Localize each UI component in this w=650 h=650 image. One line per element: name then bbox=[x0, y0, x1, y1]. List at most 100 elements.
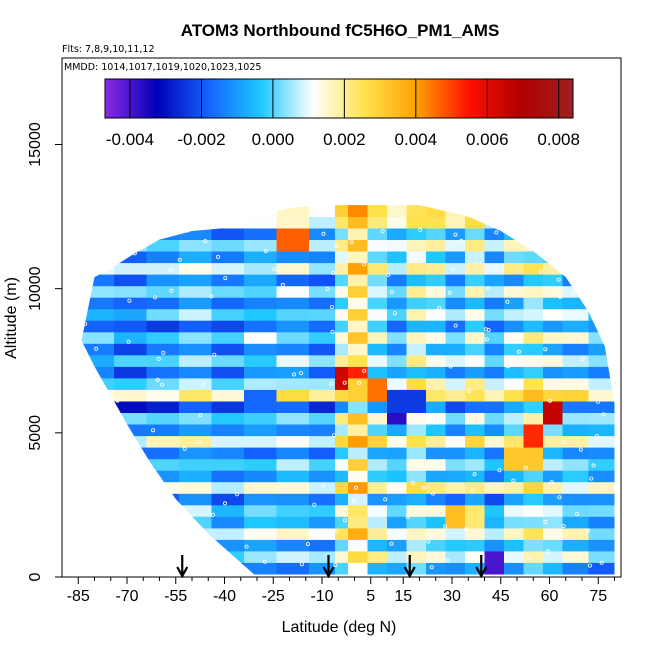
heatmap-cell bbox=[504, 435, 525, 448]
heatmap-cell bbox=[387, 251, 408, 264]
heatmap-cell bbox=[309, 458, 336, 471]
sample-point bbox=[505, 299, 510, 304]
heatmap-cell bbox=[504, 262, 525, 275]
heatmap-cell bbox=[211, 424, 245, 437]
heatmap-cell bbox=[504, 251, 525, 264]
x-tick-label: 75 bbox=[589, 588, 607, 605]
sample-point bbox=[546, 549, 551, 554]
heatmap-cell bbox=[114, 378, 148, 390]
sample-point bbox=[209, 294, 214, 299]
heatmap-cell bbox=[484, 458, 505, 471]
heatmap-cell bbox=[276, 239, 310, 252]
heatmap-cell bbox=[348, 481, 369, 494]
heatmap-cell bbox=[244, 447, 278, 460]
heatmap-cell bbox=[244, 424, 278, 437]
heatmap-cell bbox=[179, 366, 213, 379]
heatmap-cell bbox=[387, 401, 408, 413]
heatmap-cell bbox=[504, 274, 525, 287]
heatmap-cell bbox=[309, 504, 336, 517]
heatmap-cell bbox=[562, 539, 590, 552]
heatmap-cell bbox=[211, 401, 245, 413]
heatmap-cell bbox=[484, 539, 505, 552]
heatmap-cell bbox=[562, 435, 590, 448]
heatmap-cell bbox=[543, 274, 564, 287]
heatmap-cell bbox=[335, 343, 349, 356]
heatmap-cell bbox=[309, 528, 336, 540]
heatmap-cell bbox=[387, 389, 408, 402]
sample-point bbox=[561, 440, 566, 445]
heatmap-cell bbox=[562, 320, 590, 333]
heatmap-cell bbox=[367, 481, 388, 494]
heatmap-cell bbox=[406, 366, 427, 379]
heatmap-cell bbox=[179, 297, 213, 310]
heatmap-cell bbox=[367, 424, 388, 437]
sample-point bbox=[153, 295, 158, 300]
heatmap-cell bbox=[445, 216, 466, 229]
sample-point bbox=[386, 272, 391, 277]
colorbar-tick-label: 0.008 bbox=[537, 130, 580, 149]
heatmap-cell bbox=[387, 228, 408, 240]
sample-point bbox=[334, 243, 339, 248]
colorbar-ticks: -0.004 -0.002 0.000 0.002 0.004 0.006 0.008 bbox=[106, 79, 580, 149]
sample-point bbox=[410, 480, 415, 485]
heatmap-cell bbox=[504, 378, 525, 390]
heatmap-cell bbox=[445, 458, 466, 471]
heatmap-cell bbox=[335, 551, 349, 563]
heatmap-cell bbox=[406, 262, 427, 275]
heatmap-cell bbox=[406, 308, 427, 321]
heatmap-cell bbox=[588, 481, 615, 494]
sample-point bbox=[599, 560, 604, 565]
heatmap-cell bbox=[179, 343, 213, 356]
heatmap-cell bbox=[348, 412, 369, 425]
heatmap-cell bbox=[484, 504, 505, 517]
y-tick-label: 15000 bbox=[27, 122, 44, 167]
heatmap-cell bbox=[367, 216, 388, 229]
heatmap-cell bbox=[335, 412, 349, 425]
heatmap-cell bbox=[426, 516, 447, 529]
heatmap-cell bbox=[335, 539, 349, 552]
heatmap-cell bbox=[367, 504, 388, 517]
heatmap-cell bbox=[484, 308, 505, 321]
heatmap-cell bbox=[211, 435, 245, 448]
heatmap-cell bbox=[335, 504, 349, 517]
heatmap-cell bbox=[244, 412, 278, 425]
sample-point bbox=[556, 277, 561, 282]
sample-point bbox=[305, 542, 310, 547]
heatmap-cell bbox=[588, 528, 615, 540]
heatmap-cell bbox=[367, 262, 388, 275]
sample-point bbox=[383, 497, 388, 502]
heatmap-cell bbox=[504, 481, 525, 494]
heatmap-cell bbox=[543, 435, 564, 448]
heatmap-cell bbox=[562, 528, 590, 540]
heatmap-cell bbox=[588, 458, 615, 471]
sample-point bbox=[591, 463, 596, 468]
heatmap-cell bbox=[484, 481, 505, 494]
heatmap-cell bbox=[523, 389, 544, 402]
heatmap-cell bbox=[244, 297, 278, 310]
heatmap-cell bbox=[387, 274, 408, 287]
heatmap-cell bbox=[348, 262, 369, 275]
heatmap-cell bbox=[426, 389, 447, 402]
heatmap-cell bbox=[523, 355, 544, 367]
heatmap-cell bbox=[406, 389, 427, 402]
heatmap-cell bbox=[244, 435, 278, 448]
heatmap-cell bbox=[387, 447, 408, 460]
heatmap-cell bbox=[504, 528, 525, 540]
heatmap-cell bbox=[588, 355, 615, 367]
heatmap-cell bbox=[114, 320, 148, 333]
heatmap-cell bbox=[588, 412, 615, 425]
heatmap-cell bbox=[543, 285, 564, 298]
heatmap-cell bbox=[348, 366, 369, 379]
heatmap-cell bbox=[276, 389, 310, 402]
heatmap-cell bbox=[504, 401, 525, 413]
heatmap-cell bbox=[367, 412, 388, 425]
heatmap-cell bbox=[426, 251, 447, 264]
heatmap-cell bbox=[348, 297, 369, 310]
colorbar-tick-label: -0.004 bbox=[106, 130, 154, 149]
heatmap-cell bbox=[179, 355, 213, 367]
sample-point bbox=[447, 290, 452, 295]
heatmap-cell bbox=[504, 458, 525, 471]
heatmap-cell bbox=[465, 331, 486, 344]
heatmap-cell bbox=[276, 297, 310, 310]
heatmap-cell bbox=[445, 297, 466, 310]
